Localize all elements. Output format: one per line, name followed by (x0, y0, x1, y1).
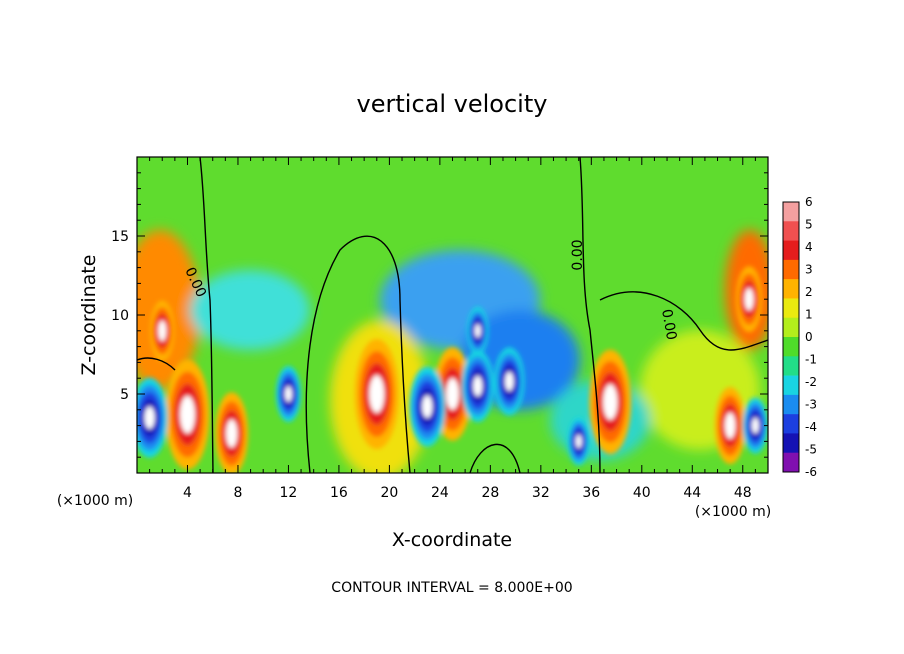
plot-area (137, 157, 768, 473)
x-tick-label: 48 (734, 485, 752, 501)
colorbar-tick-label: -3 (805, 398, 817, 412)
colorbar-swatch (783, 414, 799, 434)
x-unit-left: (×1000 m) (57, 493, 133, 509)
x-tick-label: 28 (481, 485, 499, 501)
updraft-cell (369, 375, 385, 413)
x-axis-title: X-coordinate (392, 529, 512, 551)
chart-title: vertical velocity (357, 90, 548, 118)
x-tick-label: 40 (633, 485, 651, 501)
field-cells (137, 266, 768, 473)
contour-label: 0.00 (570, 239, 586, 270)
x-axis: 4 8 12 16 20 24 28 32 36 40 44 48 (149, 157, 756, 501)
colorbar-swatch (783, 375, 799, 396)
x-tick-label: 8 (233, 485, 242, 501)
contour-line (199, 157, 214, 473)
colorbar-tick-label: -4 (805, 420, 817, 434)
downdraft-cell (284, 386, 292, 402)
updraft-cell (180, 395, 195, 434)
colorbar-tick-label: -1 (805, 353, 817, 367)
colorbar-tick-label: -2 (805, 375, 817, 389)
colorbar-tick-label: -6 (805, 465, 817, 479)
colorbar: 6 5 4 3 2 1 0 -1 -2 -3 -4 -5 -6 (782, 195, 817, 479)
zero-contours (137, 157, 768, 473)
contour-line (137, 357, 176, 371)
colorbar-swatch (783, 259, 799, 280)
colorbar-tick-label: -5 (805, 443, 817, 457)
downdraft-cell (473, 376, 483, 397)
contour-interval-note: CONTOUR INTERVAL = 8.000E+00 (331, 580, 572, 596)
x-tick-label: 24 (431, 485, 449, 501)
y-tick-label: 10 (111, 308, 129, 324)
colorbar-tick-label: 3 (805, 263, 813, 277)
updraft-cell (603, 384, 618, 420)
contour-line (469, 443, 521, 473)
colorbar-frame (782, 201, 800, 473)
x-tick-label: 4 (183, 485, 192, 501)
x-unit-right: (×1000 m) (695, 504, 771, 520)
x-tick-label: 20 (380, 485, 398, 501)
contour-line (305, 235, 411, 473)
updraft-cell (724, 412, 736, 439)
downdraft-cell (422, 395, 433, 418)
colorbar-tick-label: 6 (805, 195, 813, 209)
x-tick-label: 12 (280, 485, 298, 501)
updraft-cell (158, 320, 167, 342)
colorbar-swatch (783, 298, 799, 319)
colorbar-swatch (783, 452, 799, 473)
colorbar-tick-label: 4 (805, 240, 813, 254)
colorbar-swatch (783, 202, 799, 222)
x-tick-label: 44 (683, 485, 701, 501)
colorbar-tick-label: 2 (805, 285, 813, 299)
colorbar-swatch (783, 433, 799, 454)
updraft-cell (226, 419, 238, 448)
downdraft-cell (505, 371, 514, 391)
downdraft-cell (575, 434, 582, 449)
colorbar-swatch (783, 356, 799, 376)
updraft-cell (446, 378, 459, 410)
colorbar-tick-label: 0 (805, 330, 813, 344)
downdraft-cell (144, 406, 155, 429)
colorbar-swatch (783, 317, 799, 338)
contour-line (599, 291, 768, 351)
downdraft-cell (474, 324, 481, 338)
downdraft-cell (751, 417, 759, 434)
colorbar-swatch (783, 221, 799, 241)
x-tick-label: 36 (582, 485, 600, 501)
y-tick-label: 15 (111, 229, 129, 245)
colorbar-swatch (783, 240, 799, 261)
contour-line (579, 157, 601, 473)
y-axis: 5 10 15 (111, 172, 768, 458)
y-tick-label: 5 (120, 387, 129, 403)
colorbar-tick-label: 1 (805, 308, 813, 322)
colorbar-swatch (783, 337, 799, 357)
y-axis-title: Z-coordinate (78, 255, 100, 376)
contour-label: 0.00 (658, 308, 679, 341)
x-tick-label: 32 (532, 485, 550, 501)
x-tick-label: 16 (330, 485, 348, 501)
colorbar-swatch (783, 279, 799, 299)
colorbar-tick-label: 5 (805, 218, 813, 232)
colorbar-swatch (783, 394, 799, 415)
updraft-cell (744, 287, 754, 311)
